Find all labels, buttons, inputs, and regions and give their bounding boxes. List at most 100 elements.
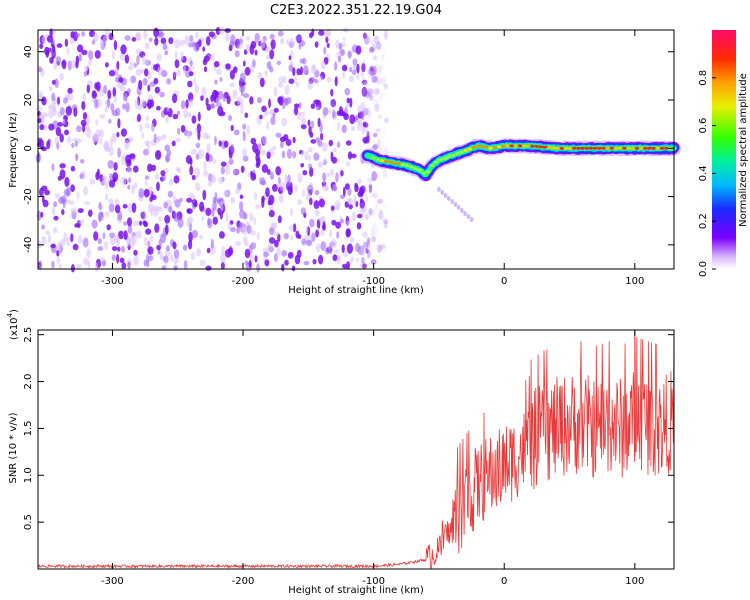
snr-series-line — [37, 336, 675, 570]
noise-blob — [122, 204, 128, 209]
noise-blob — [331, 109, 336, 119]
noise-blob — [78, 219, 85, 225]
noise-blob — [242, 123, 247, 130]
noise-blob — [352, 64, 357, 70]
signal-core-point — [467, 147, 472, 151]
noise-blob — [229, 226, 236, 233]
noise-blob — [122, 91, 128, 102]
noise-blob — [225, 32, 230, 42]
noise-blob — [38, 260, 43, 271]
noise-blob — [302, 189, 306, 198]
noise-blob — [346, 97, 351, 104]
noise-blob — [191, 115, 197, 124]
noise-blob — [103, 84, 108, 95]
noise-blob — [310, 120, 315, 129]
noise-blob — [218, 90, 224, 100]
noise-blob — [265, 46, 272, 52]
noise-blob — [276, 182, 282, 188]
noise-blob — [173, 249, 180, 259]
noise-blob — [57, 96, 60, 106]
noise-blob — [346, 261, 350, 270]
noise-blob — [213, 60, 220, 68]
noise-blob — [384, 203, 389, 209]
noise-blob — [153, 64, 158, 71]
noise-blob — [84, 124, 91, 131]
noise-blob — [194, 167, 201, 178]
snr-x-axis-label: Height of straight line (km) — [288, 585, 424, 596]
noise-blob — [305, 239, 313, 247]
noise-blob — [242, 60, 246, 67]
noise-blob — [280, 141, 284, 149]
noise-blob — [302, 170, 308, 176]
noise-blob — [142, 220, 147, 226]
noise-blob — [347, 50, 352, 59]
signal-core-point — [534, 145, 539, 148]
noise-blob — [356, 63, 360, 74]
noise-blob — [253, 217, 257, 226]
noise-blob — [295, 81, 300, 88]
noise-blob — [331, 219, 337, 226]
noise-blob — [185, 155, 192, 164]
noise-blob — [259, 77, 265, 88]
noise-blob — [41, 185, 48, 192]
noise-blob — [220, 161, 227, 167]
noise-blob — [360, 110, 365, 121]
colorbar-ticks: 0.0 0.2 0.4 0.6 0.8 — [698, 70, 716, 277]
noise-blob — [41, 36, 46, 45]
noise-blob — [239, 72, 246, 83]
y-tick-label: 1.5 — [23, 420, 34, 436]
noise-blob — [103, 175, 107, 186]
noise-blob — [179, 197, 183, 203]
spectrogram-y-axis-label: Frequency (Hz) — [8, 112, 19, 188]
noise-blob — [114, 204, 121, 214]
signal-core-point — [609, 146, 614, 150]
noise-blob — [311, 64, 316, 71]
noise-blob — [302, 57, 307, 65]
noise-blob — [156, 181, 160, 192]
streak-point — [437, 186, 441, 192]
noise-blob — [376, 41, 382, 50]
noise-blob — [48, 109, 54, 119]
noise-blob — [289, 37, 295, 48]
noise-blob — [242, 93, 250, 99]
noise-blob — [319, 122, 323, 133]
noise-blob — [67, 87, 73, 94]
noise-blob — [126, 258, 132, 266]
noise-blob — [41, 224, 46, 230]
noise-blob — [65, 106, 73, 116]
noise-blob — [207, 217, 211, 226]
noise-blob — [292, 136, 296, 144]
noise-blob — [285, 139, 292, 146]
noise-blob — [106, 224, 111, 231]
noise-blob — [370, 177, 375, 183]
noise-blob — [147, 163, 153, 173]
noise-blob — [108, 198, 114, 205]
y-tick-label: 2.5 — [23, 327, 34, 343]
snr-panel: -300 -200 -100 0 100 0.5 1.0 1.5 2.0 2.5 Height o… — [6, 309, 675, 596]
noise-blob — [177, 127, 181, 135]
noise-blob — [64, 38, 69, 48]
noise-blob — [124, 139, 130, 150]
noise-blob — [350, 256, 355, 262]
signal-core-point — [404, 164, 410, 167]
noise-blob — [346, 161, 350, 167]
noise-blob — [288, 225, 294, 231]
noise-blob — [144, 58, 149, 65]
noise-blob — [122, 103, 126, 110]
noise-blob — [290, 60, 294, 66]
noise-blob — [325, 36, 329, 44]
noise-blob — [98, 201, 102, 211]
noise-blob — [263, 251, 270, 257]
noise-blob — [177, 167, 182, 173]
noise-blob — [113, 162, 118, 171]
noise-blob — [117, 210, 123, 221]
noise-blob — [288, 55, 292, 61]
noise-blob — [195, 153, 200, 160]
noise-blob — [170, 254, 174, 262]
noise-blob — [244, 248, 251, 259]
signal-core-point — [421, 171, 426, 175]
noise-blob — [190, 251, 196, 260]
noise-blob — [269, 49, 274, 60]
noise-blob — [360, 245, 366, 256]
